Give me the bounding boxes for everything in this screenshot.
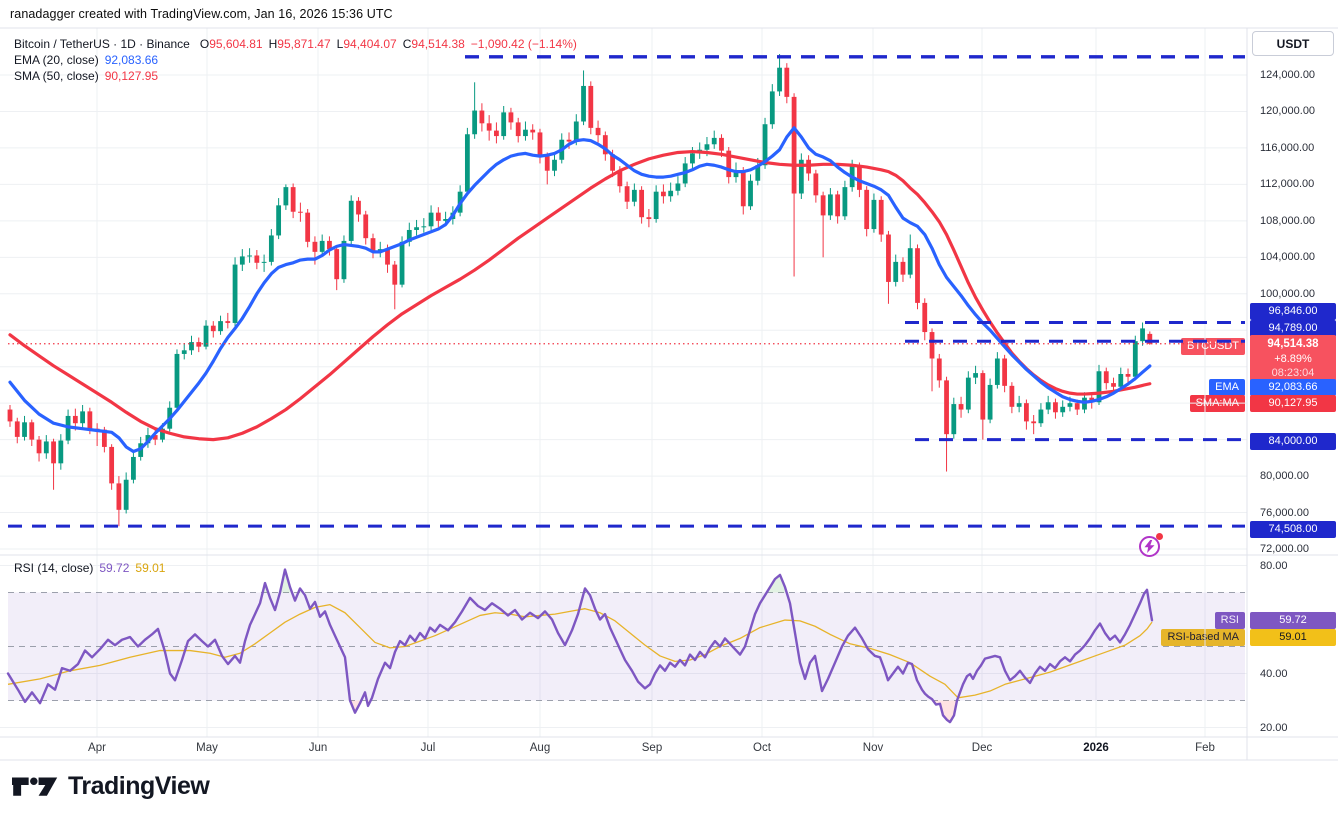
sma-value: 90,127.95 [104,69,159,83]
rsi-value-badge: 59.72 [1250,611,1336,629]
price-tick-label: 72,000.00 [1260,543,1309,556]
time-axis-label-dec: Dec [971,742,993,754]
floating-label-ema: EMA [1209,378,1245,396]
time-axis-label-nov: Nov [862,742,884,754]
rsi-value: 59.72 [99,561,130,575]
price-tick-label: 124,000.00 [1260,69,1316,81]
symbol-title: Bitcoin / TetherUS · 1D · Binance [14,37,190,51]
rsi-value-badge: 59.01 [1250,628,1336,646]
time-axis-label-may: May [196,742,218,754]
price-level-badge: 74,508.00 [1250,520,1336,538]
low-value: L94,404.07 [336,37,397,51]
rsi-ma-value: 59.01 [135,561,166,575]
rsi-legend-row[interactable]: RSI (14, close) 59.72 59.01 [14,561,165,575]
high-value: H95,871.47 [268,37,331,51]
current-price-badge: 94,514.38 +8.89% 08:23:04 [1250,335,1336,382]
time-axis-label-feb: Feb [1195,742,1215,754]
currency-toggle-button[interactable]: USDT [1252,31,1334,56]
price-tick-label: 116,000.00 [1260,141,1315,154]
floating-label-rsi: RSI [1214,611,1245,629]
ema-label: EMA (20, close) [14,53,99,67]
rsi-tick-label: 40.00 [1260,667,1288,680]
price-tick-label: 104,000.00 [1260,251,1316,264]
rsi-label: RSI (14, close) [14,561,94,575]
price-tick-label: 76,000.00 [1260,506,1309,519]
ema-legend-row[interactable]: EMA (20, close) 92,083.66 [14,53,158,67]
sma-label: SMA (50, close) [14,69,99,83]
flash-ring [1139,536,1160,557]
price-tick-label: 80,000.00 [1260,470,1309,483]
ema-value: 92,083.66 [104,53,159,67]
level-line-axis-marker [1250,57,1335,60]
time-axis-label-2026: 2026 [1083,742,1109,754]
sma-legend-row[interactable]: SMA (50, close) 90,127.95 [14,69,158,83]
lightning-bolt-icon [1144,540,1155,553]
time-axis-label-aug: Aug [529,742,551,754]
tradingview-logo-text: TradingView [68,772,210,800]
price-tick-label: 100,000.00 [1260,287,1316,300]
change-value: −1,090.42 (−1.14%) [470,37,577,51]
price-level-badge: 94,789.00 [1250,319,1336,337]
flash-events-icon[interactable] [1139,533,1163,557]
time-axis-label-sep: Sep [641,742,663,754]
rsi-tick-label: 80.00 [1260,559,1288,572]
price-level-badge: 90,127.95 [1250,394,1336,412]
attribution-text: ranadagger created with TradingView.com,… [10,7,393,21]
price-tick-label: 112,000.00 [1260,178,1315,191]
time-axis-label-oct: Oct [753,742,771,754]
time-axis-label-apr: Apr [88,742,106,754]
tradingview-logo[interactable]: TradingView [12,772,210,801]
tradingview-logo-mark [12,776,58,796]
price-level-badge: 84,000.00 [1250,432,1336,450]
price-level-badge: 92,083.66 [1250,378,1336,396]
price-tick-label: 120,000.00 [1260,105,1316,118]
close-value: C94,514.38 [402,37,465,51]
price-tick-label: 108,000.00 [1260,214,1316,227]
time-axis-label-jul: Jul [420,742,436,754]
open-value: O95,604.81 [199,37,263,51]
notification-dot [1156,533,1163,540]
time-axis-label-jun: Jun [308,742,328,754]
price-level-badge: 96,846.00 [1250,302,1336,320]
rsi-tick-label: 20.00 [1260,721,1288,734]
symbol-legend-row[interactable]: Bitcoin / TetherUS · 1D · Binance O95,60… [14,37,577,51]
floating-label-rsi-based-ma: RSI-based MA [1161,628,1245,646]
